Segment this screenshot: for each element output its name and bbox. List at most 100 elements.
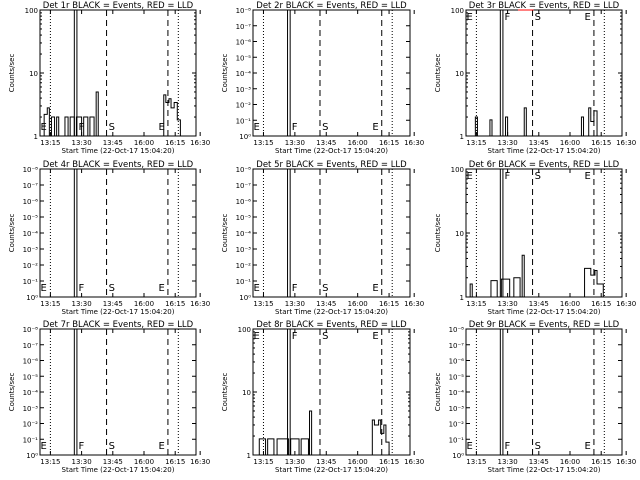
plot-frame (39, 328, 197, 456)
x-tick-label: 13:30 (72, 458, 92, 466)
x-axis-label: Start Time (22-Oct-17 15:04:20) (488, 466, 601, 474)
y-axis-label: Counts/sec (434, 214, 442, 253)
x-tick-label: 13:30 (498, 300, 518, 308)
events-trace (469, 254, 604, 298)
y-tick-label: 100 (451, 166, 464, 174)
x-tick-label: 16:15 (165, 300, 185, 308)
y-tick-label: 10⁻² (23, 421, 39, 429)
marker-letter: E (254, 122, 260, 133)
y-axis-label: Counts/sec (221, 214, 229, 253)
y-tick-label: 10⁻⁵ (236, 54, 252, 62)
x-axis-label: Start Time (22-Oct-17 15:04:20) (488, 308, 601, 316)
marker-letter: F (292, 122, 298, 133)
x-tick-label: 16:30 (190, 458, 210, 466)
y-tick-label: 10⁻⁴ (23, 389, 39, 397)
y-tick-label: 10⁻² (23, 262, 39, 270)
y-axis-label: Counts/sec (8, 54, 16, 93)
events-trace (258, 410, 390, 456)
y-tick-label: 1 (247, 452, 251, 460)
marker-letter: S (535, 12, 541, 23)
panel-title: Det 3r BLACK = Events, RED = LLD (469, 1, 620, 11)
x-axis-label: Start Time (22-Oct-17 15:04:20) (62, 466, 175, 474)
y-tick-label: 10⁻⁸ (23, 166, 39, 174)
y-tick-label: 10⁰ (239, 294, 251, 302)
x-tick-label: 16:00 (348, 139, 368, 147)
y-tick-label: 10⁻⁵ (23, 214, 39, 222)
x-tick-label: 16:15 (379, 300, 399, 308)
panel-title: Det 4r BLACK = Events, RED = LLD (43, 160, 194, 170)
plot-frame (252, 328, 411, 456)
x-tick-label: 16:15 (379, 458, 399, 466)
marker-letter: S (109, 122, 115, 133)
x-tick-label: 16:00 (134, 300, 154, 308)
y-tick-label: 10⁻⁴ (23, 230, 39, 238)
y-axis-label: Counts/sec (221, 54, 229, 93)
marker-letter: E (585, 171, 591, 182)
panel-2: Det 2r BLACK = Events, RED = LLD 10⁰ 10⁻¹ 1… (221, 1, 424, 155)
marker-letter: E (254, 331, 260, 342)
x-tick-label: 16:30 (190, 300, 210, 308)
x-tick-label: 16:15 (591, 139, 611, 147)
y-tick-label: 10⁻⁵ (23, 373, 39, 381)
x-tick-label: 16:00 (560, 458, 580, 466)
events-trace (43, 91, 181, 137)
x-tick-label: 16:15 (165, 139, 185, 147)
x-axis-label: Start Time (22-Oct-17 15:04:20) (275, 147, 388, 155)
x-tick-label: 13:45 (316, 300, 336, 308)
panel-title: Det 1r BLACK = Events, RED = LLD (43, 1, 194, 11)
marker-letter: S (322, 331, 328, 342)
y-tick-label: 10⁻³ (449, 405, 465, 413)
y-tick-label: 1 (460, 294, 464, 302)
x-tick-label: 16:30 (190, 139, 210, 147)
panel-title: Det 9r BLACK = Events, RED = LLD (469, 320, 620, 330)
marker-letter: F (78, 441, 84, 452)
y-tick-label: 10⁻⁶ (449, 358, 465, 366)
x-axis-label: Start Time (22-Oct-17 15:04:20) (62, 308, 175, 316)
y-tick-label: 10⁰ (239, 133, 251, 141)
y-tick-label: 10⁻⁸ (449, 326, 465, 334)
y-tick-label: 100 (238, 326, 251, 334)
x-tick-label: 16:30 (616, 458, 636, 466)
x-tick-label: 16:00 (134, 458, 154, 466)
x-axis-label: Start Time (22-Oct-17 15:04:20) (275, 308, 388, 316)
y-tick-label: 10 (455, 70, 464, 78)
marker-letter: E (585, 12, 591, 23)
marker-letter: E (467, 12, 473, 23)
x-tick-label: 16:15 (379, 139, 399, 147)
y-tick-label: 10⁻¹ (236, 117, 252, 125)
marker-letter: F (78, 283, 84, 294)
plot-frame (465, 9, 623, 137)
x-tick-label: 13:15 (253, 300, 273, 308)
panel-9: Det 9r BLACK = Events, RED = LLD 10⁰ 10⁻¹ 1… (434, 320, 636, 474)
x-tick-label: 13:30 (498, 139, 518, 147)
marker-letter: F (504, 171, 510, 182)
x-tick-label: 13:45 (103, 139, 123, 147)
y-axis-label: Counts/sec (434, 373, 442, 412)
y-tick-label: 10⁻⁸ (236, 166, 252, 174)
x-tick-label: 13:30 (72, 139, 92, 147)
x-tick-label: 13:45 (529, 300, 549, 308)
panel-title: Det 7r BLACK = Events, RED = LLD (43, 320, 194, 330)
y-tick-label: 10⁻⁶ (23, 198, 39, 206)
y-tick-label: 1 (34, 133, 38, 141)
y-tick-label: 10⁻⁶ (236, 198, 252, 206)
x-axis-label: Start Time (22-Oct-17 15:04:20) (488, 147, 601, 155)
y-tick-label: 10 (29, 70, 38, 78)
x-tick-label: 13:15 (466, 300, 486, 308)
y-tick-label: 10⁻¹ (23, 278, 39, 286)
y-tick-label: 10⁻³ (236, 86, 252, 94)
plot-frame (465, 328, 623, 456)
x-tick-label: 13:45 (529, 458, 549, 466)
y-tick-label: 10⁻⁶ (236, 39, 252, 47)
y-tick-label: 10⁻² (449, 421, 465, 429)
x-tick-label: 13:45 (103, 458, 123, 466)
marker-letter: F (292, 331, 298, 342)
y-tick-label: 10⁻⁸ (236, 7, 252, 15)
x-tick-label: 13:45 (529, 139, 549, 147)
panel-1: Det 1r BLACK = Events, RED = LLD 1 10 100 Co… (8, 1, 210, 155)
panel-4: Det 4r BLACK = Events, RED = LLD 10⁰ 10⁻¹ 1… (8, 160, 210, 316)
panel-6: Det 6r BLACK = Events, RED = LLD 1 10 100 Co… (434, 160, 636, 316)
plot-frame (39, 9, 197, 137)
x-tick-label: 13:30 (72, 300, 92, 308)
y-tick-label: 10⁰ (26, 452, 38, 460)
